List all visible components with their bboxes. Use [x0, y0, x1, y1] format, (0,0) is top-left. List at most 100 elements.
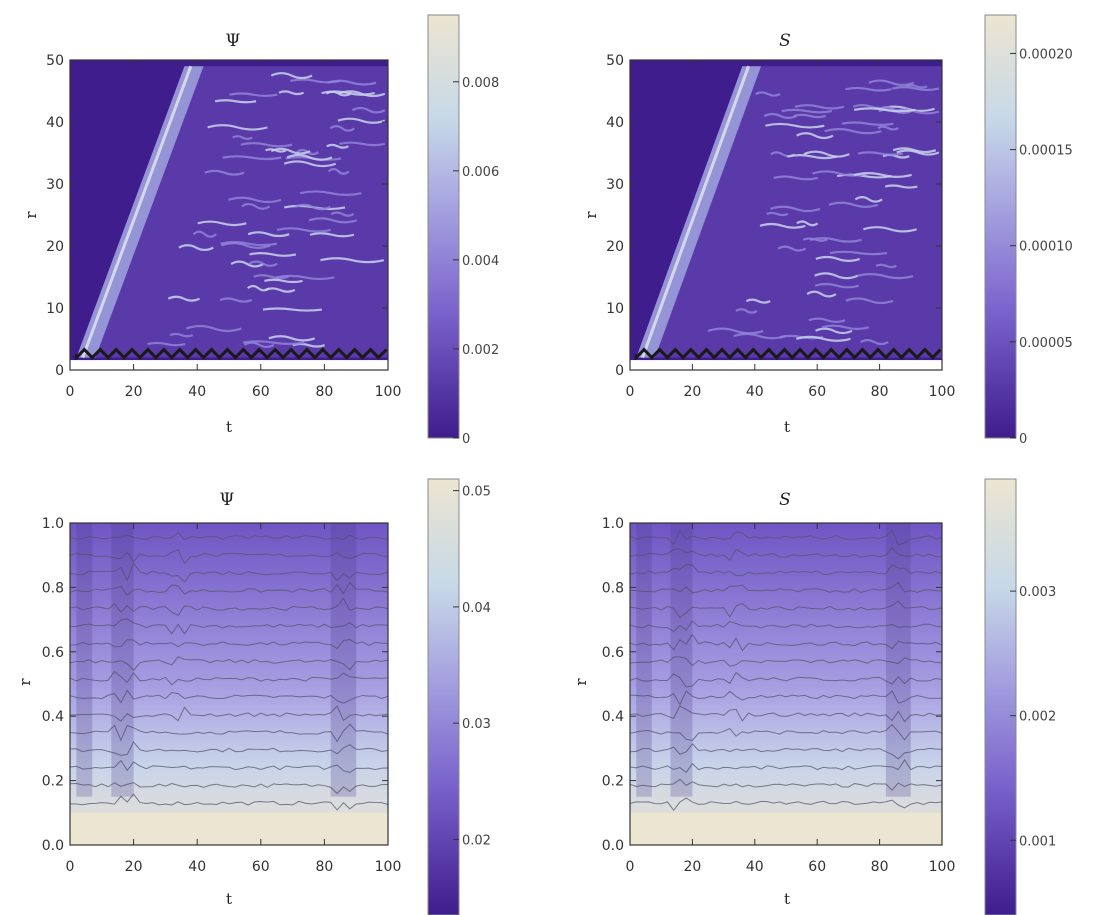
field-streak — [249, 252, 297, 257]
colorbar — [427, 478, 460, 915]
x-tick-label: 80 — [871, 384, 889, 400]
field-streak — [286, 153, 333, 161]
field-streak — [243, 341, 275, 348]
field-streak — [228, 196, 282, 204]
contour-line — [629, 546, 943, 562]
field-front-ridge — [81, 65, 193, 359]
y-tick-label: 40 — [46, 115, 64, 131]
field-streak — [766, 211, 789, 217]
field-streak — [204, 169, 245, 176]
y-tick-label: 0.4 — [602, 709, 624, 725]
field-streak — [814, 272, 858, 280]
contour-line — [629, 758, 943, 774]
field-boundary-band — [74, 347, 388, 362]
y-axis-ticks: 0.0 0.2 0.4 0.6 0.8 1.0 — [602, 516, 942, 854]
contour-line — [69, 689, 389, 704]
chart-title: Ψ — [226, 31, 241, 51]
contour-line — [69, 531, 389, 541]
y-tick-label: 0 — [55, 363, 64, 379]
colorbar — [984, 478, 1017, 915]
colorbar-ticks: 0 0.00005 0.00010 0.00015 0.00020 — [1010, 47, 1073, 447]
x-tick-label: 80 — [871, 859, 889, 875]
x-tick-label: 20 — [683, 384, 701, 400]
field-streak — [891, 86, 940, 92]
contour-line — [69, 670, 389, 686]
heatmap-field — [629, 523, 943, 845]
x-tick-label: 40 — [188, 859, 206, 875]
x-tick-label: 100 — [929, 384, 956, 400]
field-streak — [793, 113, 827, 119]
contour-line — [69, 618, 389, 635]
x-tick-label: 0 — [66, 859, 75, 875]
field-streak — [221, 242, 271, 249]
field-streak — [853, 107, 916, 113]
field-streak — [262, 307, 323, 312]
contour-line — [629, 656, 943, 667]
y-tick-label: 1.0 — [602, 516, 624, 532]
colorbar — [427, 14, 460, 439]
field-streak — [770, 205, 821, 213]
field-streak — [853, 172, 912, 178]
field-streak — [892, 147, 937, 154]
field-disturbed-band — [885, 523, 911, 797]
contour-line — [629, 690, 943, 706]
field-streak — [185, 324, 242, 333]
chart-title: S — [779, 31, 791, 51]
plot-frame — [69, 522, 389, 846]
field-streak — [809, 237, 862, 243]
plot-frame — [69, 59, 389, 371]
field-streak — [765, 122, 825, 129]
field-streak — [242, 340, 305, 345]
field-streak — [891, 108, 940, 115]
contour-line — [69, 723, 389, 743]
colorbar-tick-label: 0.00020 — [1019, 47, 1073, 62]
x-tick-label: 100 — [929, 859, 956, 875]
x-tick-label: 100 — [375, 384, 402, 400]
y-tick-label: 0.0 — [42, 838, 64, 854]
field-streak — [247, 231, 290, 238]
field-streak — [329, 125, 356, 132]
colorbar-tick-label: 0.04 — [462, 601, 491, 616]
field-disturbed-band — [636, 523, 652, 797]
field-streak — [147, 341, 186, 347]
y-tick-label: 0.4 — [42, 709, 64, 725]
field-streak — [845, 297, 894, 305]
y-tick-label: 20 — [46, 239, 64, 255]
y-tick-label: 0.6 — [602, 645, 624, 661]
contour-line — [629, 529, 943, 546]
field-base-layer — [70, 812, 388, 845]
field-streak — [275, 274, 335, 281]
field-streak — [763, 112, 797, 119]
field-streak — [859, 338, 889, 346]
field-streak — [795, 335, 851, 342]
field-streak — [828, 201, 879, 208]
field-streak — [773, 175, 819, 181]
y-axis-ticks: 0 10 20 30 40 50 — [46, 53, 388, 379]
x-axis-label: t — [784, 890, 790, 908]
field-front-ridge — [641, 65, 750, 359]
field-disturbed-band — [76, 523, 93, 797]
field-base-layer — [630, 812, 942, 845]
field-streak — [222, 155, 282, 161]
colorbar-tick-label: 0 — [462, 432, 470, 447]
contour-line — [629, 671, 943, 688]
x-axis-label: t — [226, 890, 232, 908]
contour-line — [629, 633, 943, 652]
x-tick-label: 60 — [252, 859, 270, 875]
field-blank-strip — [70, 360, 388, 370]
field-streak — [283, 160, 337, 168]
field-streak — [814, 282, 859, 289]
y-tick-label: 0.0 — [602, 838, 624, 854]
field-streak — [812, 170, 867, 177]
field-streak — [884, 184, 918, 189]
field-streak — [219, 297, 253, 303]
field-streak — [339, 141, 386, 147]
y-tick-label: 30 — [46, 177, 64, 193]
field-streak — [321, 90, 376, 96]
x-tick-label: 40 — [746, 384, 764, 400]
x-axis-ticks: 0 20 40 60 80 100 — [66, 60, 402, 400]
x-tick-label: 40 — [746, 859, 764, 875]
x-tick-label: 20 — [125, 859, 143, 875]
field-streak — [735, 308, 758, 314]
